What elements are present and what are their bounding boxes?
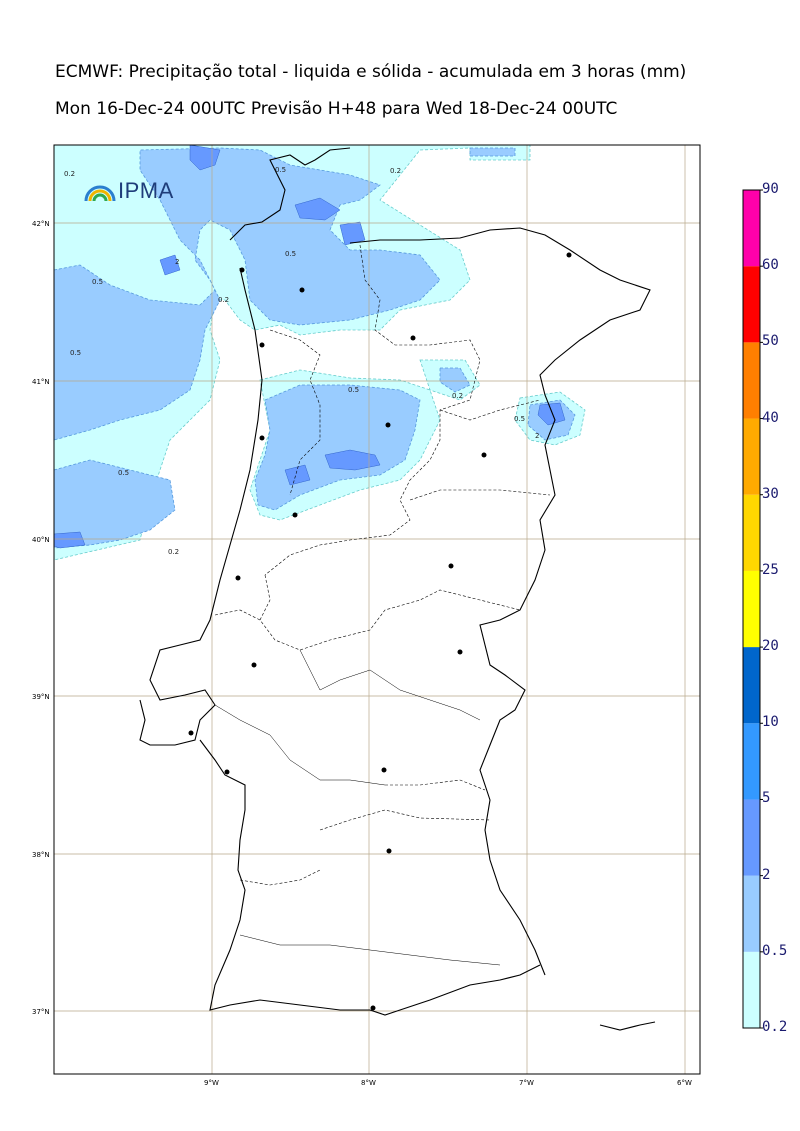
colorbar-label: 2 — [762, 866, 771, 883]
colorbar-label: 50 — [762, 333, 779, 350]
lat-label-38: 38°N — [32, 851, 50, 859]
svg-text:0.5: 0.5 — [514, 415, 525, 423]
map-content: 0.2 0.5 0.2 0.5 0.5 0.5 0.2 0.5 0.2 0.2 … — [54, 145, 700, 1074]
lat-label-37: 37°N — [32, 1008, 50, 1016]
colorbar-segment — [743, 190, 760, 267]
svg-text:2: 2 — [175, 258, 179, 266]
svg-text:0.2: 0.2 — [218, 296, 229, 304]
lat-label-39: 39°N — [32, 693, 50, 701]
svg-text:0.5: 0.5 — [275, 166, 286, 174]
latitude-labels: 42°N 41°N 40°N 39°N 38°N 37°N — [32, 220, 50, 1016]
colorbar-frame — [742, 189, 761, 1029]
lat-label-42: 42°N — [32, 220, 50, 228]
rainbow-logo-icon — [84, 185, 116, 202]
colorbar-label: 60 — [762, 257, 779, 274]
colorbar-label: 20 — [762, 638, 779, 655]
lon-label-9w: 9°W — [204, 1079, 219, 1087]
colorbar-segment — [743, 342, 760, 419]
country-border — [349, 227, 651, 976]
coastline — [139, 147, 656, 1031]
lon-label-8w: 8°W — [361, 1079, 376, 1087]
svg-text:0.2: 0.2 — [452, 392, 463, 400]
district-borders — [214, 244, 551, 886]
colorbar-segment — [743, 951, 760, 1028]
lat-label-41: 41°N — [32, 378, 50, 386]
lon-label-6w: 6°W — [677, 1079, 692, 1087]
colorbar-label: 10 — [762, 714, 779, 731]
colorbar-segment — [743, 799, 760, 876]
svg-text:0.5: 0.5 — [285, 250, 296, 258]
colorbar-segment — [743, 418, 760, 495]
colorbar-segment — [743, 266, 760, 343]
logo-text: IPMA — [118, 178, 174, 203]
lon-label-7w: 7°W — [519, 1079, 534, 1087]
colorbar-segment — [743, 647, 760, 724]
map-frame — [53, 144, 701, 1075]
colorbar-segment — [743, 723, 760, 800]
colorbar-segment — [743, 570, 760, 648]
precip-band-2 — [54, 145, 566, 549]
svg-text:2: 2 — [535, 432, 539, 440]
colorbar-label: 90 — [762, 181, 779, 197]
colorbar-segment — [743, 875, 760, 952]
lat-label-40: 40°N — [32, 536, 50, 544]
colorbar-label: 25 — [762, 561, 779, 578]
colorbar-label: 5 — [762, 790, 771, 807]
svg-text:0.2: 0.2 — [168, 548, 179, 556]
colorbar-label: 30 — [762, 485, 779, 502]
contour-labels: 0.2 0.5 0.2 0.5 0.5 0.5 0.2 0.5 0.2 0.2 … — [64, 166, 539, 556]
colorbar-label: 0.2 — [762, 1019, 788, 1035]
ipma-logo: IPMA — [82, 178, 174, 204]
map-subtitle: Mon 16-Dec-24 00UTC Previsão H+48 para W… — [55, 99, 618, 119]
colorbar — [742, 189, 763, 1029]
longitude-labels: 9°W 8°W 7°W 6°W — [204, 1079, 692, 1087]
colorbar-label: 0.5 — [762, 942, 788, 959]
colorbar-segment — [743, 494, 760, 571]
svg-text:0.5: 0.5 — [348, 386, 359, 394]
graticule — [54, 145, 700, 1074]
map-title: ECMWF: Precipitação total - liquida e só… — [55, 62, 687, 82]
svg-text:0.2: 0.2 — [64, 170, 75, 178]
city-markers — [188, 252, 572, 1011]
svg-text:0.5: 0.5 — [92, 278, 103, 286]
svg-text:0.5: 0.5 — [70, 349, 81, 357]
region-borders — [214, 649, 501, 966]
colorbar-label: 40 — [762, 409, 779, 426]
svg-text:0.2: 0.2 — [390, 167, 401, 175]
svg-text:0.5: 0.5 — [118, 469, 129, 477]
